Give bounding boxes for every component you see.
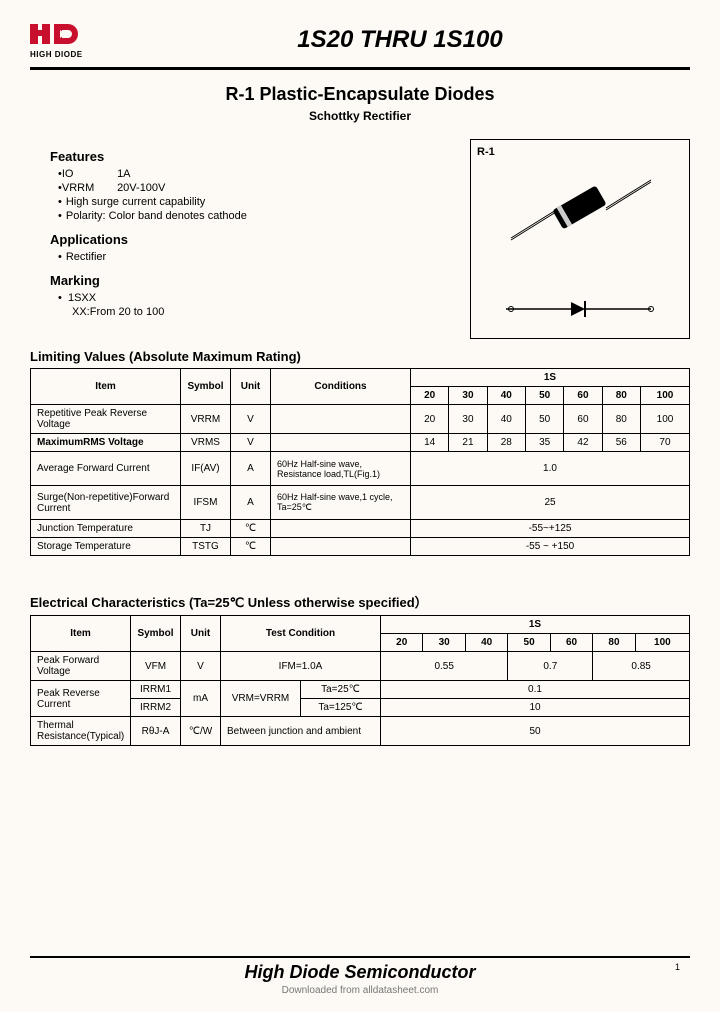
diode-drawing-icon [501,170,661,250]
diode-symbol-icon [501,294,661,324]
logo-block: HIGH DIODE [30,20,110,59]
logo-icon [30,20,88,48]
table-row: Junction Temperature TJ ℃ -55~+125 [31,520,690,538]
footer-company: High Diode Semiconductor [0,962,720,983]
table-row: Item Symbol Unit Test Condition 1S [31,616,690,634]
table-row: Peak Forward Voltage VFM V IFM=1.0A 0.55… [31,652,690,681]
col-item: Item [31,369,181,405]
table-row: Surge(Non-repetitive)Forward Current IFS… [31,486,690,520]
footer: High Diode Semiconductor Downloaded from… [0,956,720,996]
table-row: Average Forward Current IF(AV) A 60Hz Ha… [31,452,690,486]
package-label: R-1 [477,146,683,158]
col-symbol: Symbol [181,369,231,405]
features-heading: Features [50,149,458,164]
subtitle-sub: Schottky Rectifier [30,109,690,123]
marking-heading: Marking [50,273,458,288]
col-unit: Unit [181,616,221,652]
col-series: 1S [381,616,690,634]
col-series: 1S [411,369,690,387]
table-row: Item Symbol Unit Conditions 1S [31,369,690,387]
col-symbol: Symbol [131,616,181,652]
table-row: Storage Temperature TSTG ℃ -55 ~ +150 [31,538,690,556]
marking-note: XX:From 20 to 100 [72,306,458,318]
col-conditions: Conditions [271,369,411,405]
table2-title: Electrical Characteristics (Ta=25℃ Unles… [30,592,690,611]
electrical-characteristics-table: Item Symbol Unit Test Condition 1S 20304… [30,615,690,746]
feature-vrrm: •VRRM 20V-100V [58,182,458,194]
marking-code: • 1SXX [58,292,458,304]
document-title: 1S20 THRU 1S100 [110,26,690,54]
upper-section: Features •IO 1A •VRRM 20V-100V High surg… [30,139,690,339]
limiting-values-table: Item Symbol Unit Conditions 1S 203040506… [30,368,690,556]
feature-polarity: Polarity: Color band denotes cathode [58,210,458,222]
package-diagram: R-1 [470,139,690,339]
header: HIGH DIODE 1S20 THRU 1S100 [30,20,690,59]
footer-source: Downloaded from alldatasheet.com [0,985,720,996]
col-unit: Unit [231,369,271,405]
subtitle-main: R-1 Plastic-Encapsulate Diodes [30,84,690,105]
applications-heading: Applications [50,232,458,247]
feature-surge: High surge current capability [58,196,458,208]
header-rule [30,67,690,70]
subtitle-block: R-1 Plastic-Encapsulate Diodes Schottky … [30,84,690,123]
col-item: Item [31,616,131,652]
table-row: MaximumRMS Voltage VRMS V 14212835425670 [31,434,690,452]
table1-title: Limiting Values (Absolute Maximum Rating… [30,349,690,364]
logo-text: HIGH DIODE [30,50,110,59]
footer-rule [30,956,690,958]
feature-io: •IO 1A [58,168,458,180]
table-row: Peak Reverse Current IRRM1 mA VRM=VRRM T… [31,681,690,699]
col-test: Test Condition [221,616,381,652]
table-row: Thermal Resistance(Typical) RθJ-A ℃/W Be… [31,717,690,746]
application-rectifier: Rectifier [58,251,458,263]
table-row: Repetitive Peak Reverse Voltage VRRM V 2… [31,405,690,434]
features-column: Features •IO 1A •VRRM 20V-100V High surg… [30,139,458,339]
